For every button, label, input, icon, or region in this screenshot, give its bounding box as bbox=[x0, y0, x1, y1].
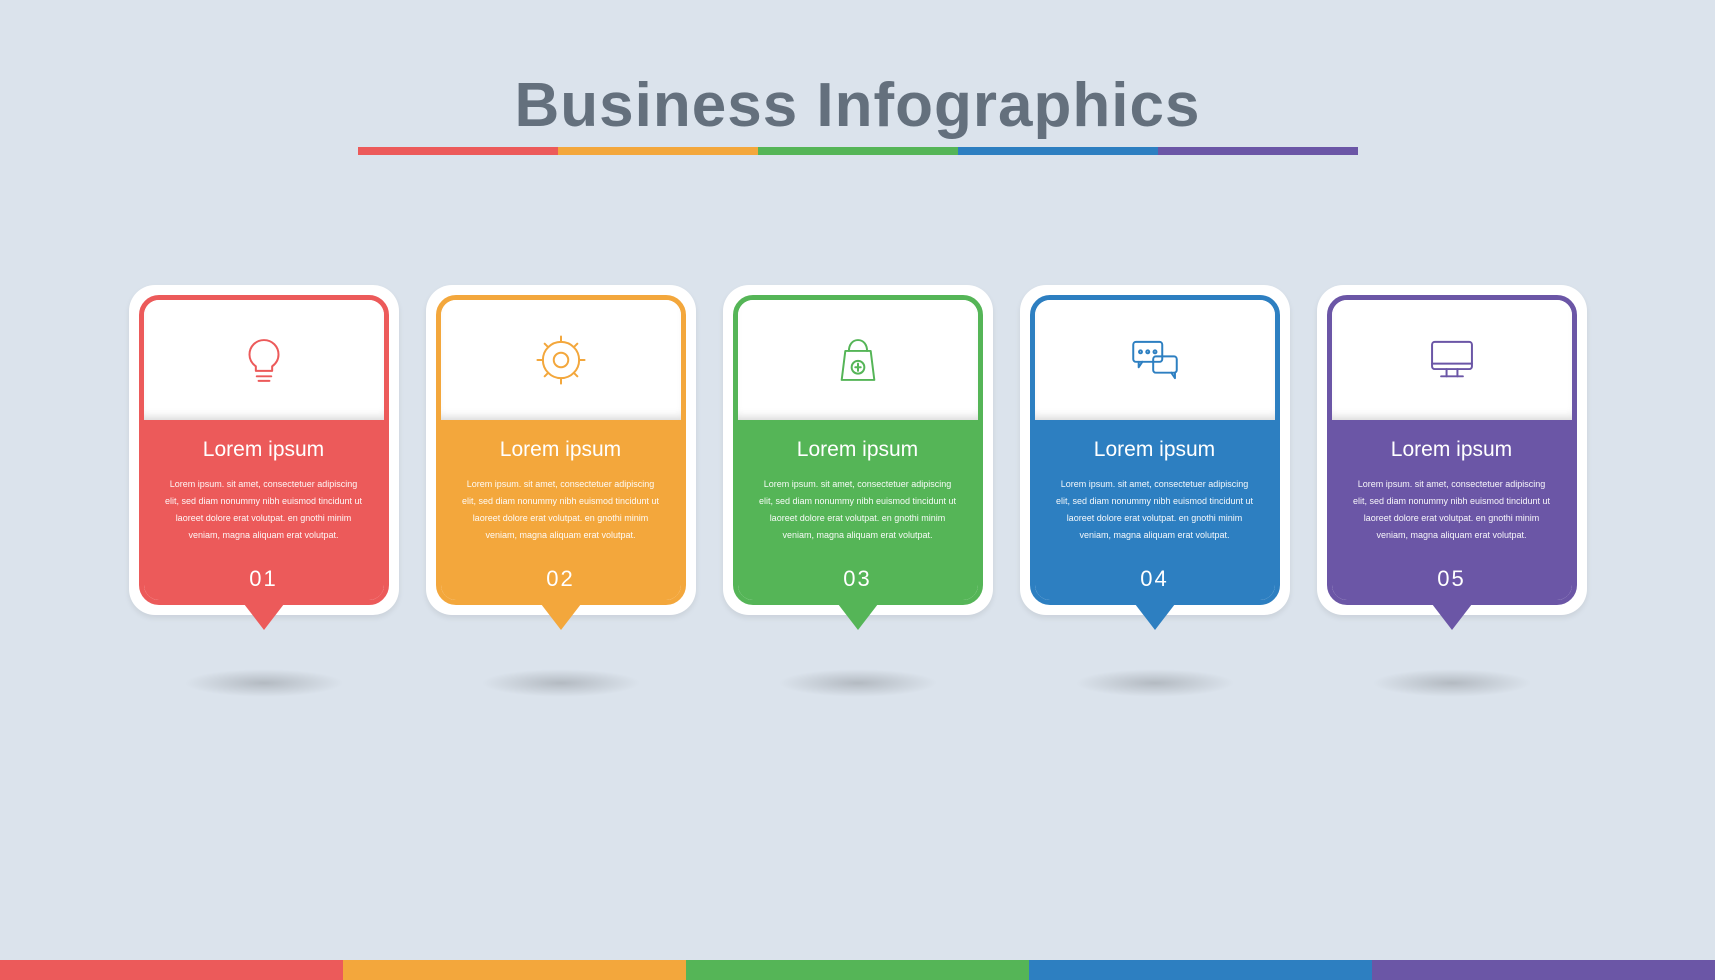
footer-segment bbox=[343, 960, 686, 980]
card-shadow bbox=[1075, 669, 1235, 697]
footer-segment bbox=[0, 960, 343, 980]
monitor-icon bbox=[1423, 331, 1481, 389]
card-icon-panel bbox=[144, 300, 384, 420]
info-card: Lorem ipsum Lorem ipsum. sit amet, consec… bbox=[436, 295, 686, 697]
card-icon-panel bbox=[441, 300, 681, 420]
card-body-text: Lorem ipsum. sit amet, consectetuer adip… bbox=[1352, 476, 1552, 544]
shopping-bag-icon bbox=[829, 331, 887, 389]
card-heading: Lorem ipsum bbox=[164, 438, 364, 462]
gear-icon bbox=[532, 331, 590, 389]
card-body-text: Lorem ipsum. sit amet, consectetuer adip… bbox=[1055, 476, 1255, 544]
card-number: 03 bbox=[738, 566, 978, 592]
card-shadow bbox=[1372, 669, 1532, 697]
underline-segment bbox=[758, 147, 958, 155]
info-card: Lorem ipsum Lorem ipsum. sit amet, consec… bbox=[1030, 295, 1280, 697]
card-number: 05 bbox=[1332, 566, 1572, 592]
underline-segment bbox=[1158, 147, 1358, 155]
underline-segment bbox=[958, 147, 1158, 155]
info-card: Lorem ipsum Lorem ipsum. sit amet, consec… bbox=[139, 295, 389, 697]
footer-segment bbox=[1029, 960, 1372, 980]
title-underline bbox=[0, 147, 1715, 155]
lightbulb-icon bbox=[235, 331, 293, 389]
card-pointer bbox=[1135, 604, 1175, 630]
card-pointer bbox=[838, 604, 878, 630]
card-icon-panel bbox=[738, 300, 978, 420]
card-number: 02 bbox=[441, 566, 681, 592]
card-number: 01 bbox=[144, 566, 384, 592]
card-body-text: Lorem ipsum. sit amet, consectetuer adip… bbox=[164, 476, 364, 544]
info-card: Lorem ipsum Lorem ipsum. sit amet, consec… bbox=[733, 295, 983, 697]
card-pointer bbox=[244, 604, 284, 630]
chat-icon bbox=[1126, 331, 1184, 389]
card-heading: Lorem ipsum bbox=[1352, 438, 1552, 462]
card-pointer bbox=[1432, 604, 1472, 630]
cards-row: Lorem ipsum Lorem ipsum. sit amet, consec… bbox=[0, 295, 1715, 697]
card-shadow bbox=[778, 669, 938, 697]
card-heading: Lorem ipsum bbox=[758, 438, 958, 462]
card-body-text: Lorem ipsum. sit amet, consectetuer adip… bbox=[758, 476, 958, 544]
card-pointer bbox=[541, 604, 581, 630]
underline-segment bbox=[358, 147, 558, 155]
card-shadow bbox=[184, 669, 344, 697]
info-card: Lorem ipsum Lorem ipsum. sit amet, consec… bbox=[1327, 295, 1577, 697]
card-number: 04 bbox=[1035, 566, 1275, 592]
card-heading: Lorem ipsum bbox=[1055, 438, 1255, 462]
footer-segment bbox=[686, 960, 1029, 980]
footer-color-bar bbox=[0, 960, 1715, 980]
footer-segment bbox=[1372, 960, 1715, 980]
page-title: Business Infographics bbox=[0, 0, 1715, 141]
card-icon-panel bbox=[1332, 300, 1572, 420]
underline-segment bbox=[558, 147, 758, 155]
card-heading: Lorem ipsum bbox=[461, 438, 661, 462]
card-body-text: Lorem ipsum. sit amet, consectetuer adip… bbox=[461, 476, 661, 544]
card-icon-panel bbox=[1035, 300, 1275, 420]
card-shadow bbox=[481, 669, 641, 697]
